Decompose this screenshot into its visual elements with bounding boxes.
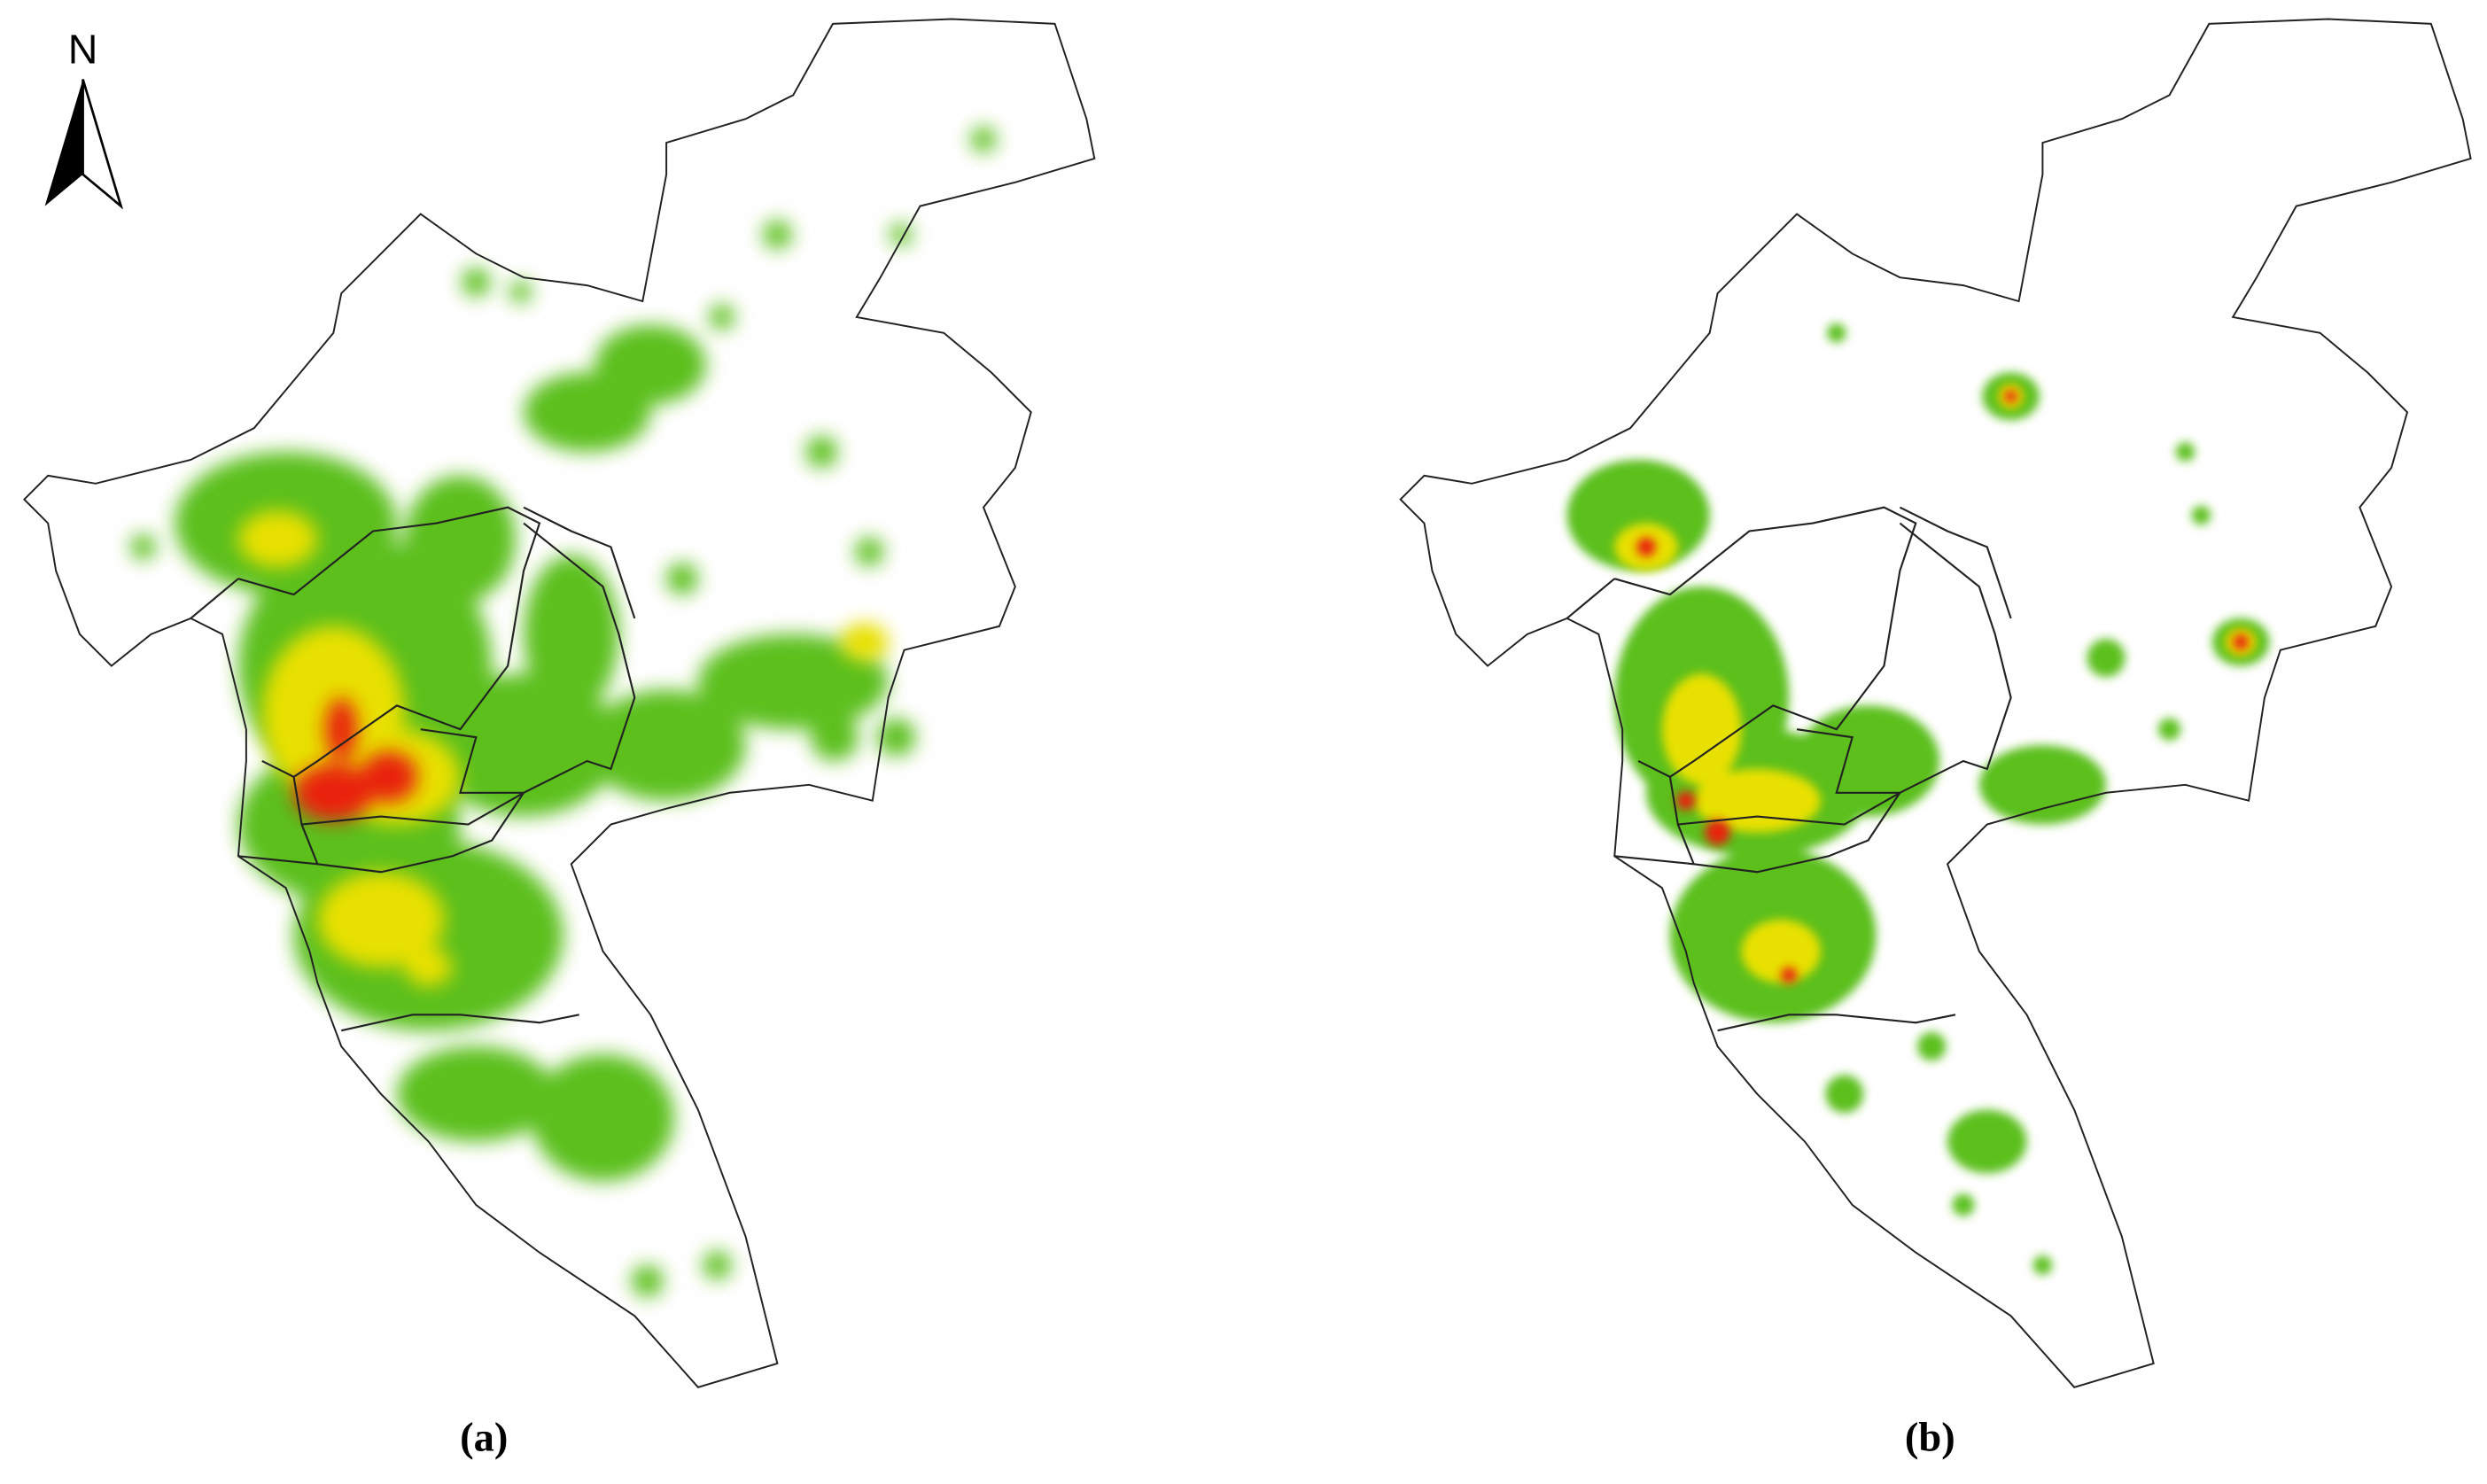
panel-label: (b) — [1905, 1415, 1955, 1460]
north-arrow: N — [44, 27, 124, 210]
north-label: N — [68, 27, 98, 73]
map-a — [23, 18, 1096, 1388]
map-b — [1399, 18, 2472, 1388]
panel-label: (a) — [460, 1415, 508, 1460]
